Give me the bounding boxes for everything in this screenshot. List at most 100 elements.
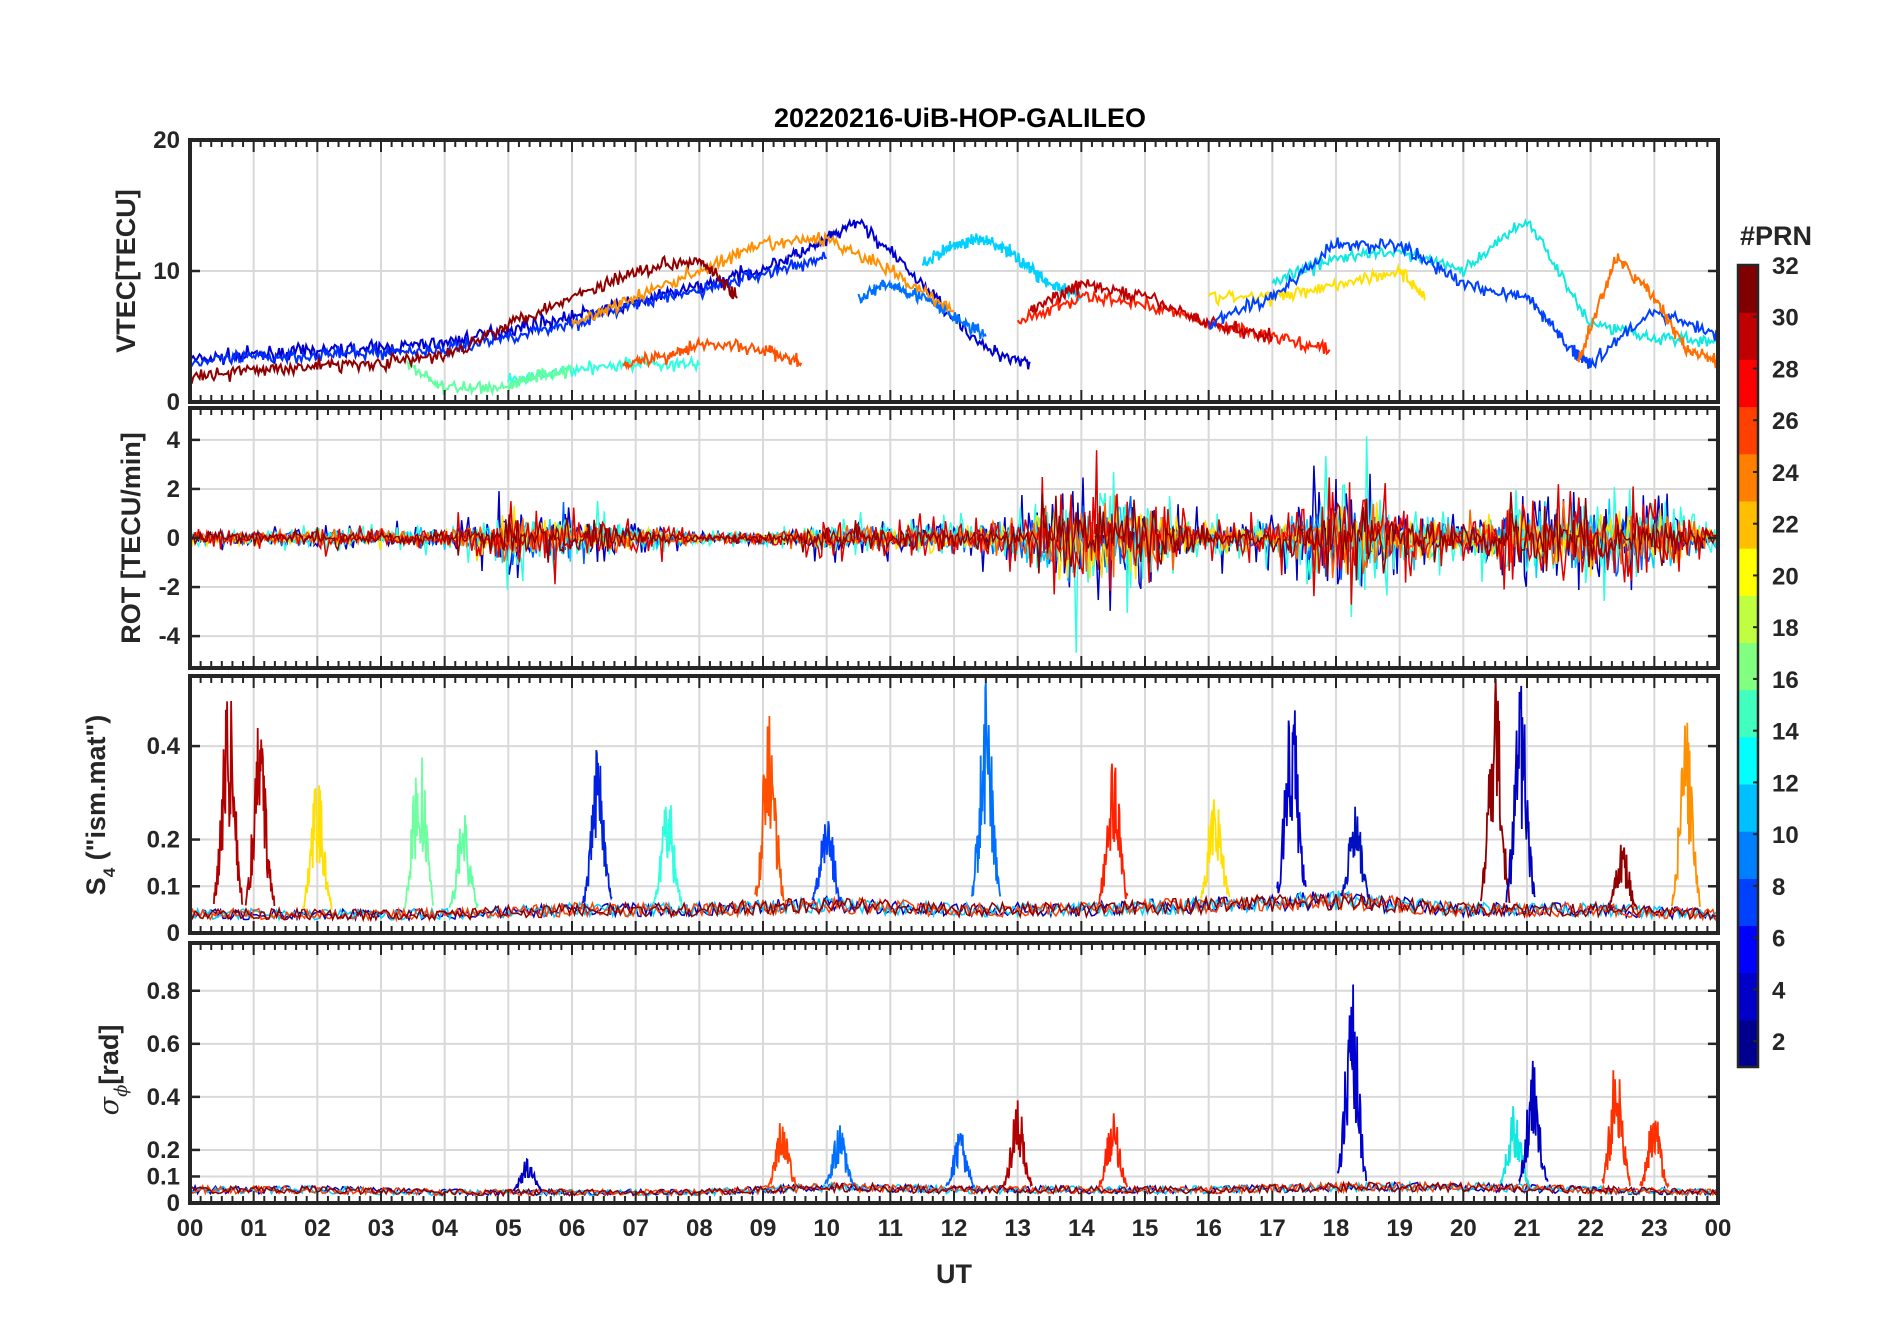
vtec-series-line [406,359,573,397]
x-tick-label: 13 [1004,1215,1031,1242]
s4-ylabel-sub: 4 [100,867,119,877]
x-tick-label: 15 [1132,1215,1159,1242]
x-tick-label: 09 [750,1215,777,1242]
vtec-series-line [1207,263,1427,307]
x-tick-label: 14 [1068,1215,1095,1242]
panel-sigma-grid [190,943,1718,1203]
colorbar-label: #PRN [1740,221,1812,251]
burst-peak-line [512,1157,543,1193]
y-tick-label: 0 [167,1190,180,1217]
burst-peak-line [1639,1120,1670,1189]
rot-series-line [190,494,1718,578]
panel-sigma-ticks: 00.10.2 0.4 0.6 0.8 [147,943,1718,1217]
panel-rot-ticks: -4 -2 0 2 4 [159,408,1718,668]
vtec-series-line [1029,279,1274,344]
colorbar-band [1738,406,1758,455]
burst-peak-line [1505,685,1536,903]
burst-peak-line [1601,1070,1632,1187]
panel-vtec: 0 10 20 VTEC[TECU] [111,127,1720,416]
panel-vtec-series [190,217,1718,397]
y-tick-label: 0.1 [147,873,180,900]
vtec-series-line [1207,237,1718,370]
burst-peak-line [1276,710,1307,894]
rot-ylabel: ROT [TECU/min] [116,432,146,643]
x-tick-label: 11 [878,1215,903,1242]
colorbar-frame [1736,263,1760,1069]
burst-peak-line [811,821,842,902]
vtec-ylabel: VTEC[TECU] [111,189,141,353]
vtec-series-line [1576,253,1718,369]
colorbar-band [1738,265,1758,313]
burst-peak-line [213,700,244,906]
vtec-series-line [921,233,1083,302]
x-tick-label: 21 [1514,1215,1541,1242]
x-tick-label: 04 [431,1215,458,1242]
colorbar-band [1738,642,1758,691]
burst-peak-line [1518,1060,1549,1185]
burst-peak-line [1199,799,1231,899]
colorbar-tick-label: 30 [1772,305,1799,332]
y-tick-label: 0.8 [147,978,180,1005]
baseline-line [190,890,1718,922]
panel-rot: -4 -2 0 2 4 ROT [TECU/min] [116,406,1720,670]
colorbar-band [1738,548,1758,596]
colorbar-tick-label: 16 [1772,667,1799,694]
vtec-series-line [622,335,803,371]
x-tick-label: 02 [304,1215,331,1242]
colorbar-tick-label: 2 [1772,1029,1785,1056]
vtec-series-line [857,279,987,340]
x-tick-label: 03 [368,1215,395,1242]
y-tick-label: 0.4 [147,733,181,760]
burst-peak-line [1339,806,1371,899]
burst-peak-line [824,1125,855,1187]
burst-peak-line [1097,763,1129,904]
x-tick-label: 22 [1577,1215,1604,1242]
colorbar-tick-label: 22 [1772,512,1799,539]
colorbar-band [1738,359,1758,408]
x-tick-label: 01 [240,1215,267,1242]
colorbar-band [1738,925,1758,974]
colorbar-tick-label: 6 [1772,926,1785,953]
chart-title: 20220216-UiB-HOP-GALILEO [774,103,1146,133]
colorbar-band [1738,689,1758,738]
colorbar-tick-label: 28 [1772,356,1799,383]
x-tick-label: 20 [1450,1215,1477,1242]
y-tick-label: 10 [153,258,180,285]
colorbar-tick-label: 26 [1772,408,1799,435]
burst-peak-line [302,785,333,910]
colorbar-tick-label: 4 [1772,977,1786,1004]
x-tick-label: 23 [1641,1215,1668,1242]
x-tick-label: 07 [622,1215,649,1242]
panel-vtec-ticks: 0 10 20 [153,127,1718,416]
colorbar-tick-label: 8 [1772,874,1785,901]
vtec-series-line [571,230,955,327]
burst-peak-line [1479,678,1511,903]
x-tick-labels: 00 01 02 03 04 05 06 07 08 09 10 11 12 13 14 15 16 17 18 19… [177,1215,1732,1242]
s4-ylabel: S4 ("ism.mat") [81,715,119,896]
colorbar-tick-label: 20 [1772,563,1799,590]
sigma-ylabel-main: [rad] [94,1025,124,1085]
colorbar-band [1738,878,1758,927]
burst-peak-line [1336,984,1368,1182]
panel-s4-ticks: 0 0.1 0.2 0.4 [147,676,1718,947]
x-tick-label: 06 [559,1215,586,1242]
colorbar-tick-label: 18 [1772,615,1799,642]
panel-rot-series [190,436,1718,653]
burst-peak-line [945,1133,976,1188]
rot-series-line [190,491,1718,581]
s4-ylabel-main: S [81,877,111,895]
x-tick-label: 00 [177,1215,204,1242]
vtec-series-line [1271,217,1718,349]
y-tick-label: 4 [167,427,181,454]
colorbar-bands [1738,265,1758,1068]
burst-peak-line [1670,722,1701,908]
x-tick-label: 16 [1195,1215,1222,1242]
burst-peak-line [652,805,683,907]
burst-peak-line [754,715,785,902]
panel-s4: 0 0.1 0.2 0.4 S4 ("ism.mat") [81,674,1720,947]
x-tick-label: 18 [1323,1215,1350,1242]
baseline-line [190,891,1718,923]
